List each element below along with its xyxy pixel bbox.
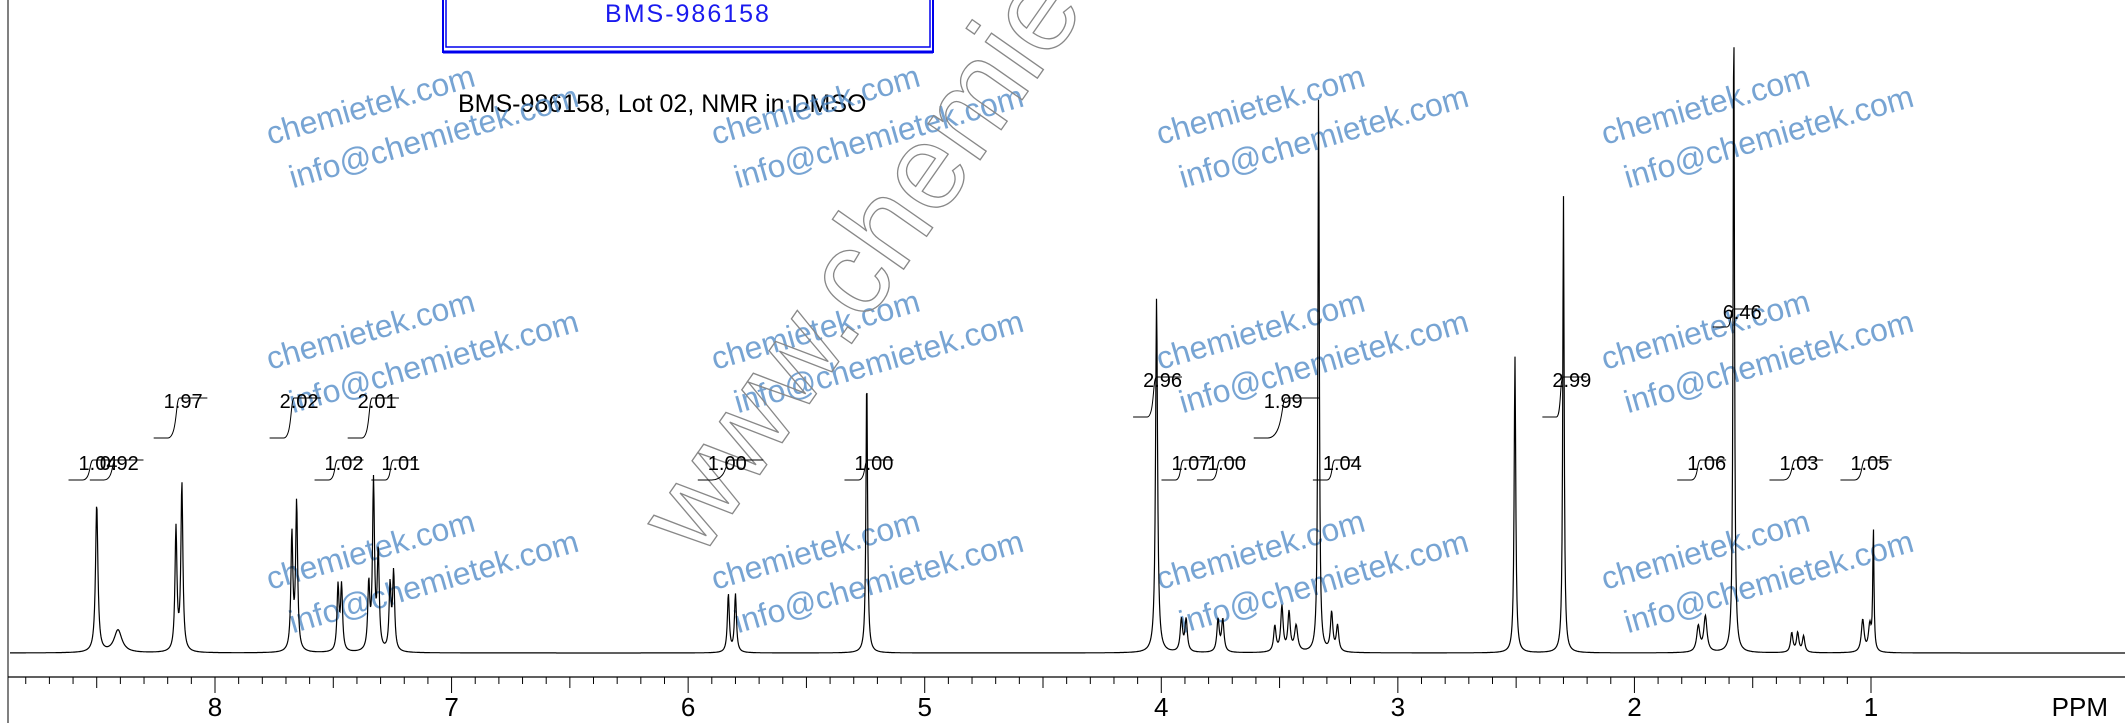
integral-curve xyxy=(1677,459,1727,481)
x-tick-label: 8 xyxy=(208,692,222,722)
integral-label: 2.99 xyxy=(1552,370,1591,392)
integral-curve xyxy=(68,459,120,481)
integral-label: 1.06 xyxy=(1687,453,1726,475)
integral-curve xyxy=(347,397,399,439)
x-tick-label: 7 xyxy=(444,692,458,722)
spectrum-subtitle: BMS-986158, Lot 02, NMR in DMSO xyxy=(458,90,867,118)
structure-box: BMS-986158 xyxy=(442,0,934,54)
integral-label: 2.02 xyxy=(280,391,319,413)
integral-label: 1.04 xyxy=(79,453,118,475)
x-tick-label: 1 xyxy=(1864,692,1878,722)
integral-curve xyxy=(1196,459,1246,481)
integral-label: 6.46 xyxy=(1723,302,1762,324)
integral-label: 1.99 xyxy=(1264,391,1303,413)
integral-curve xyxy=(1542,376,1587,418)
x-tick-label: 5 xyxy=(917,692,931,722)
integral-label: 1.01 xyxy=(381,453,420,475)
integral-curve xyxy=(1312,459,1360,481)
integral-layer: 1.040.921.97 2.021.022.011.01 1.00 1.002.96… xyxy=(68,302,1892,481)
integral-label: 2.01 xyxy=(358,391,397,413)
integral-curve xyxy=(697,459,764,481)
structure-box-label: BMS-986158 xyxy=(605,0,771,28)
integral-curve xyxy=(1133,376,1183,418)
integral-curve xyxy=(1161,459,1209,481)
x-axis-label: PPM xyxy=(2052,692,2108,722)
integral-curve xyxy=(371,459,418,481)
integral-curve xyxy=(1712,308,1757,328)
integral-label: 1.97 xyxy=(164,391,203,413)
integral-label: 1.05 xyxy=(1850,453,1889,475)
integral-label: 2.96 xyxy=(1143,370,1182,392)
integral-label: 1.04 xyxy=(1323,453,1362,475)
x-axis: 8 7 6 5 4 3 2 1 xyxy=(8,676,2125,722)
spectrum-trace xyxy=(10,47,2125,654)
integral-label: 1.00 xyxy=(708,453,747,475)
integral-curve xyxy=(1769,459,1824,481)
integral-label: 1.00 xyxy=(854,453,893,475)
integral-curve xyxy=(89,459,144,481)
integral-curve xyxy=(1840,459,1892,481)
integral-curve xyxy=(269,397,321,439)
integral-label: 1.02 xyxy=(325,453,364,475)
integral-curve xyxy=(314,459,364,481)
integral-label: 0.92 xyxy=(100,453,139,475)
structure-box-inner xyxy=(445,0,931,48)
integral-label: 1.00 xyxy=(1207,453,1246,475)
x-tick-label: 2 xyxy=(1627,692,1641,722)
integral-curve xyxy=(844,459,894,481)
integral-curve xyxy=(153,397,208,439)
x-tick-label: 4 xyxy=(1154,692,1168,722)
x-tick-label: 6 xyxy=(681,692,695,722)
integral-label: 1.07 xyxy=(1171,453,1210,475)
integral-label: 1.03 xyxy=(1779,453,1818,475)
integral-curve xyxy=(1253,397,1320,439)
x-tick-label: 3 xyxy=(1391,692,1405,722)
watermark-url: www.chemietek.com xyxy=(611,0,1349,576)
